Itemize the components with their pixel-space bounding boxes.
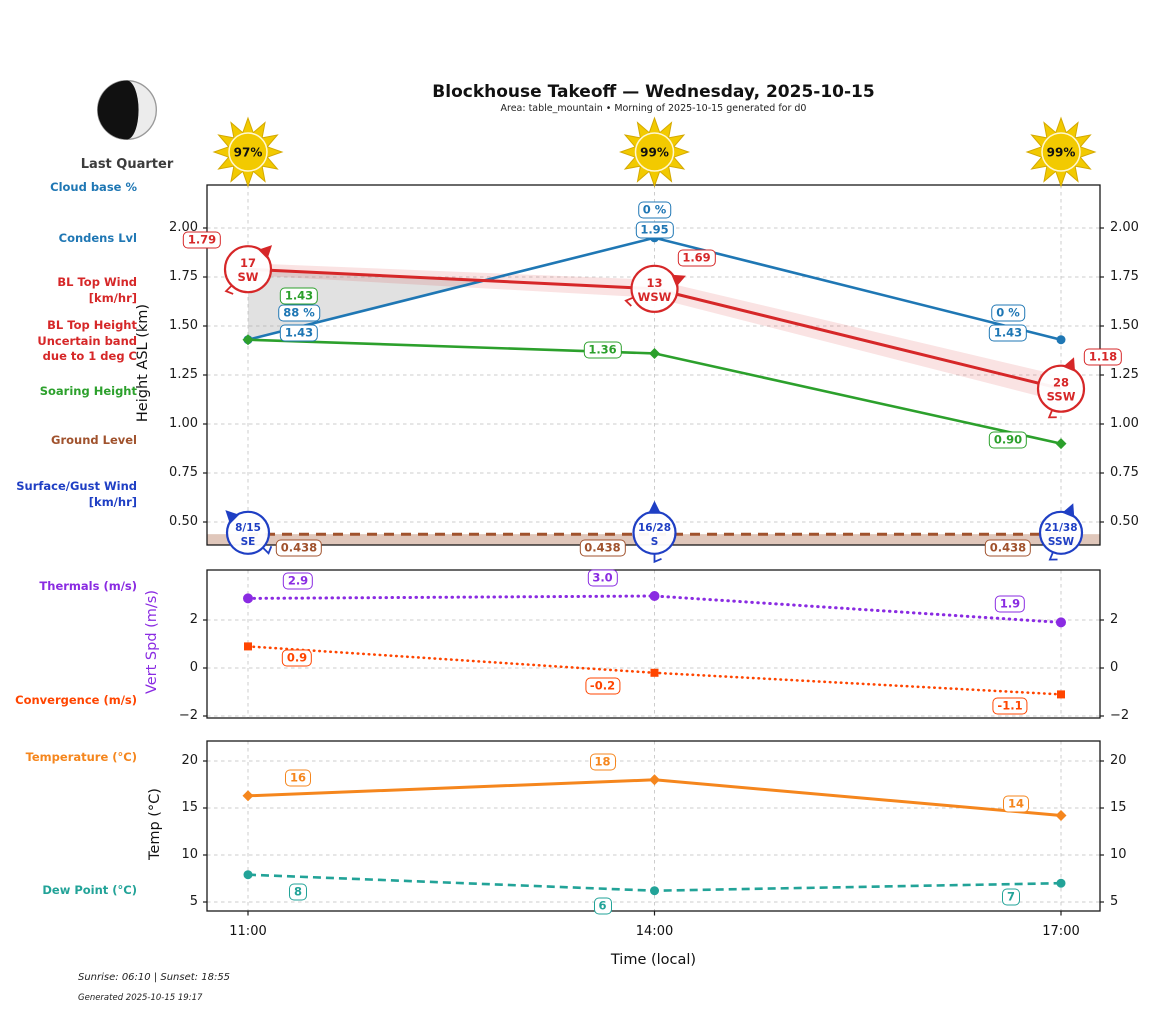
- data-point-marker: [1057, 690, 1065, 699]
- data-point-marker: [649, 774, 660, 786]
- data-point-marker: [1056, 878, 1066, 888]
- wind-dir-text: SE: [241, 536, 256, 548]
- wind-direction-marker: 8/15 SE: [225, 510, 273, 555]
- wind-dir-text: S: [651, 536, 659, 548]
- wind-dir-text: WSW: [638, 290, 672, 304]
- panel-border: [206, 569, 1101, 719]
- wind-dir-text: SW: [238, 270, 259, 284]
- data-point-marker: [1056, 617, 1066, 628]
- sun-percentage: 99%: [640, 146, 669, 160]
- data-point-marker: [1056, 335, 1066, 345]
- data-point-marker: [243, 593, 253, 604]
- data-point-marker: [243, 870, 253, 880]
- data-point-marker: [650, 233, 659, 243]
- wind-speed-text: 28: [1053, 376, 1069, 390]
- sun-percentage: 99%: [1047, 146, 1076, 160]
- sun-icon: 99%: [619, 116, 690, 188]
- data-point-marker: [244, 642, 252, 651]
- sun-percentage: 97%: [234, 146, 263, 160]
- data-point-marker: [649, 347, 660, 359]
- wind-dir-text: SSW: [1047, 390, 1076, 404]
- data-point-marker: [242, 334, 254, 346]
- sun-icon: 99%: [1025, 116, 1097, 188]
- wind-direction-marker: 16/28 S: [632, 500, 677, 564]
- data-point-marker: [650, 886, 659, 896]
- sun-icon: 97%: [212, 116, 284, 188]
- wind-dir-text: SSW: [1048, 536, 1075, 548]
- data-point-marker: [1055, 438, 1067, 450]
- wind-speed-text: 21/38: [1044, 522, 1077, 534]
- wind-speed-text: 8/15: [235, 522, 261, 534]
- data-point-marker: [649, 591, 660, 601]
- data-point-marker: [650, 668, 659, 677]
- panel-border: [206, 740, 1101, 912]
- data-point-marker: [242, 790, 254, 802]
- cloud-wedge-fill: [248, 269, 484, 340]
- wind-speed-text: 16/28: [638, 522, 671, 534]
- wind-direction-marker: 21/38 SSW: [1038, 503, 1084, 561]
- wind-speed-text: 17: [240, 256, 256, 270]
- wind-speed-text: 13: [646, 276, 662, 290]
- data-point-marker: [1055, 810, 1067, 822]
